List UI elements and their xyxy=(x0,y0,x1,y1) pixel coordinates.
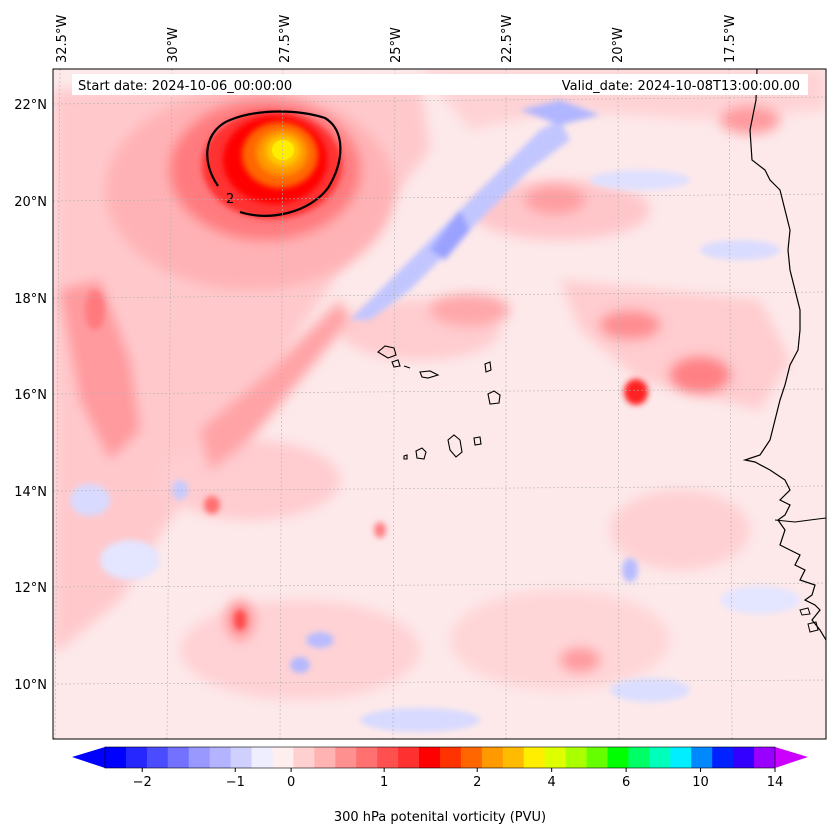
colorbar-tick-label: 4 xyxy=(548,775,556,790)
lon-label: 30°W xyxy=(166,27,181,63)
colorbar-tick-label: 14 xyxy=(767,775,784,790)
lat-label: 22°N xyxy=(14,98,47,113)
colorbar-cell xyxy=(209,747,232,768)
colorbar-under-arrow xyxy=(72,747,105,768)
lat-label: 16°N xyxy=(14,388,47,403)
colorbar-cell xyxy=(314,747,336,768)
colorbar-cell xyxy=(335,747,357,768)
colorbar-cell xyxy=(691,747,713,768)
colorbar-cell xyxy=(188,747,211,768)
gambia-outline xyxy=(774,517,826,523)
lat-label: 18°N xyxy=(14,292,47,307)
colorbar-cell xyxy=(733,747,755,768)
pv-field-red-bands xyxy=(60,106,780,672)
pv-maximum-cyclone: 2 xyxy=(105,90,395,290)
colorbar-cells xyxy=(105,747,776,768)
colorbar-cell xyxy=(398,747,420,768)
valid-date: Valid_date: 2024-10-08T13:00:00.00 xyxy=(562,79,800,94)
colorbar-tick-label: 10 xyxy=(692,775,709,790)
colorbar-cell xyxy=(105,747,127,768)
lat-label: 14°N xyxy=(14,485,47,500)
lat-label: 20°N xyxy=(14,195,47,210)
colorbar-tick-label: 2 xyxy=(473,775,481,790)
latitude-labels: 22°N 20°N 18°N 16°N 14°N 12°N 10°N xyxy=(14,98,47,693)
colorbar-cell xyxy=(377,747,399,768)
colorbar-tick-label: 0 xyxy=(287,775,295,790)
lon-label: 22.5°W xyxy=(500,15,515,63)
colorbar-cell xyxy=(460,747,483,768)
pv-2-contour xyxy=(206,110,342,217)
longitude-labels: 32.5°W 30°W 27.5°W 25°W 22.5°W 20°W 17.5… xyxy=(55,15,738,63)
header-band: Start date: 2024-10-06_00:00:00 Valid_da… xyxy=(72,74,808,95)
colorbar-cell xyxy=(523,747,546,768)
colorbar-cell xyxy=(146,747,169,768)
colorbar-cell xyxy=(607,747,629,768)
lat-label: 12°N xyxy=(14,581,47,596)
pv-field-blue-bands xyxy=(70,100,800,732)
colorbar-tick-label: −2 xyxy=(133,775,152,790)
colorbar-cell xyxy=(586,747,608,768)
colorbar-cell xyxy=(293,747,315,768)
start-date: Start date: 2024-10-06_00:00:00 xyxy=(78,79,292,94)
graticule xyxy=(53,69,826,739)
guinea-bissau-islands xyxy=(799,607,819,633)
colorbar-cell xyxy=(419,747,441,768)
lat-label: 10°N xyxy=(14,678,47,693)
colorbar-cell xyxy=(628,747,650,768)
colorbar-cell xyxy=(754,747,776,768)
lon-label: 27.5°W xyxy=(278,15,293,63)
header-background xyxy=(72,74,808,95)
colorbar-tick-label: 6 xyxy=(622,775,630,790)
map-frame xyxy=(52,68,827,740)
colorbar-cell xyxy=(356,747,378,768)
colorbar: −2 −1 0 1 2 4 6 10 14 300 hPa potenital vorticit… xyxy=(72,746,808,825)
colorbar-cell xyxy=(565,747,588,768)
africa-coastline xyxy=(742,69,826,641)
lon-label: 25°W xyxy=(389,27,404,63)
colorbar-cell xyxy=(670,747,692,768)
colorbar-label: 300 hPa potenital vorticity (PVU) xyxy=(334,810,546,825)
colorbar-cell xyxy=(544,747,567,768)
colorbar-ticks: −2 −1 0 1 2 4 6 10 14 xyxy=(133,768,784,790)
colorbar-cell xyxy=(440,747,462,768)
lon-label: 17.5°W xyxy=(723,15,738,63)
colorbar-tick-label: −1 xyxy=(226,775,245,790)
colorbar-cell xyxy=(167,747,190,768)
pv-field-small-maxima xyxy=(85,290,648,630)
lon-label: 32.5°W xyxy=(55,15,70,63)
colorbar-cell xyxy=(230,747,253,768)
colorbar-tick-label: 1 xyxy=(380,775,388,790)
colorbar-cell xyxy=(481,747,504,768)
colorbar-frame xyxy=(104,746,776,769)
colorbar-over-arrow xyxy=(775,747,808,768)
colorbar-cell xyxy=(712,747,734,768)
colorbar-cell xyxy=(272,747,294,768)
colorbar-cell xyxy=(649,747,671,768)
cape-verde-islands xyxy=(377,345,501,460)
colorbar-cell xyxy=(125,747,148,768)
lon-label: 20°W xyxy=(611,27,626,63)
colorbar-cell xyxy=(251,747,273,768)
map-field: 2 xyxy=(53,69,826,739)
colorbar-cell xyxy=(502,747,525,768)
